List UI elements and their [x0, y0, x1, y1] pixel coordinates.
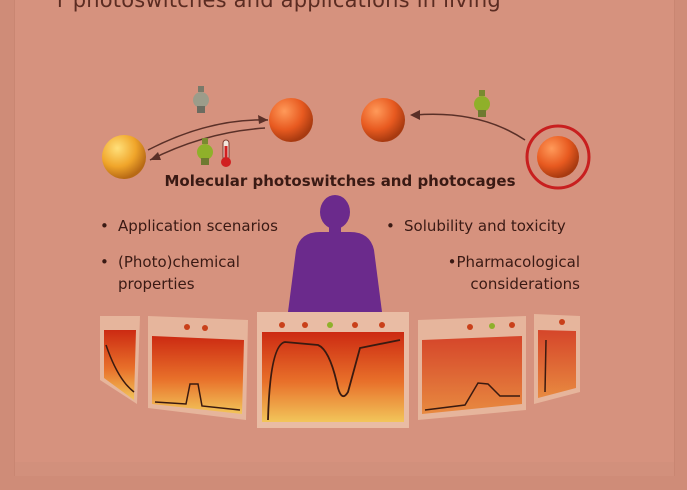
panel-far-left — [100, 316, 140, 404]
human-silhouette-icon — [288, 195, 382, 312]
released-molecule-sphere — [361, 98, 405, 142]
photoswitch-state-a-sphere — [102, 135, 146, 179]
panel-left — [148, 316, 248, 420]
header-partial-text: r photoswitches and applications in livi… — [57, 0, 501, 12]
left-bullet-properties: • (Photo)chemical properties — [100, 251, 240, 295]
panel-right — [418, 316, 526, 420]
caged-molecule-sphere — [525, 124, 591, 190]
bullet-text: considerations — [470, 275, 580, 293]
uncaging-arrow — [410, 110, 526, 141]
panel-far-right — [534, 314, 580, 404]
panel-center — [257, 312, 409, 428]
page-bottom-edge — [15, 462, 674, 476]
diagram-title: Molecular photoswitches and photocages — [164, 172, 516, 190]
bullet-text: Application scenarios — [118, 217, 278, 235]
bullet-dot: • — [386, 217, 395, 235]
bullet-text: Solubility and toxicity — [404, 217, 566, 235]
bullet-text: (Photo)chemical — [118, 253, 240, 271]
bullet-dot: • — [447, 253, 457, 271]
thermometer-icon — [221, 139, 231, 167]
bullet-dot: • — [100, 253, 109, 271]
bullet-dot: • — [100, 217, 109, 235]
lightbulb-icon — [474, 90, 490, 117]
left-bullet-application: • Application scenarios — [100, 215, 278, 237]
bullet-text: properties — [118, 275, 195, 293]
right-bullet-pharmacology: •Pharmacological considerations — [414, 251, 580, 295]
bullet-text: Pharmacological — [456, 253, 580, 271]
forward-arrow — [147, 115, 269, 151]
lightbulb-icon — [193, 86, 209, 113]
right-bullet-solubility: • Solubility and toxicity — [386, 215, 566, 237]
photoswitch-state-b-sphere — [269, 98, 313, 142]
lightbulb-icon — [197, 138, 213, 165]
